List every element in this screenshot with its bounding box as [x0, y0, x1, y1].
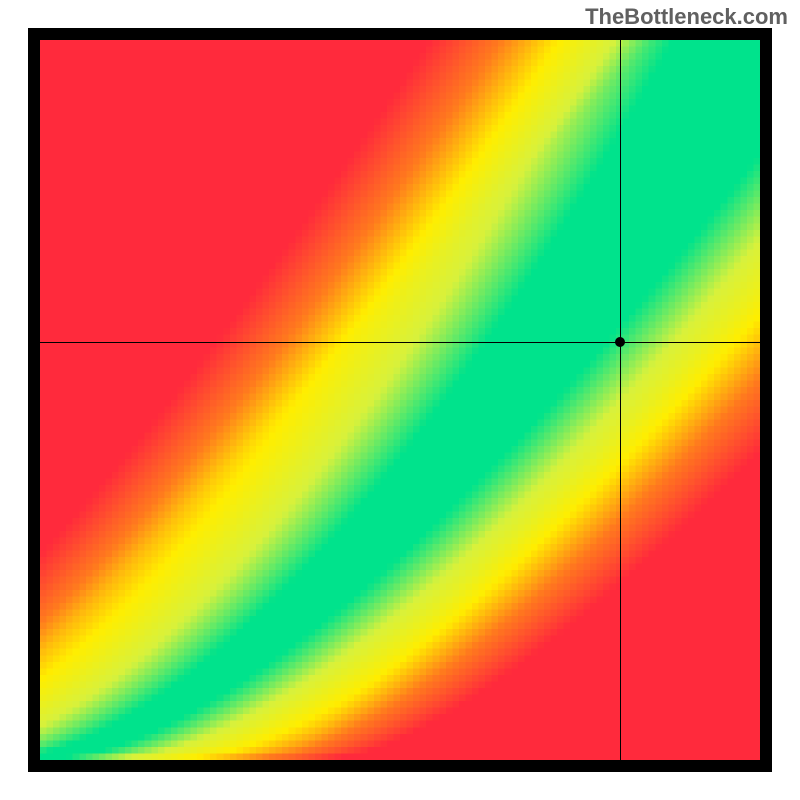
crosshair-marker — [615, 337, 625, 347]
heatmap-canvas — [40, 40, 760, 760]
crosshair-horizontal — [40, 342, 760, 343]
chart-container: TheBottleneck.com — [0, 0, 800, 800]
crosshair-vertical — [620, 40, 621, 760]
watermark-text: TheBottleneck.com — [585, 4, 788, 30]
